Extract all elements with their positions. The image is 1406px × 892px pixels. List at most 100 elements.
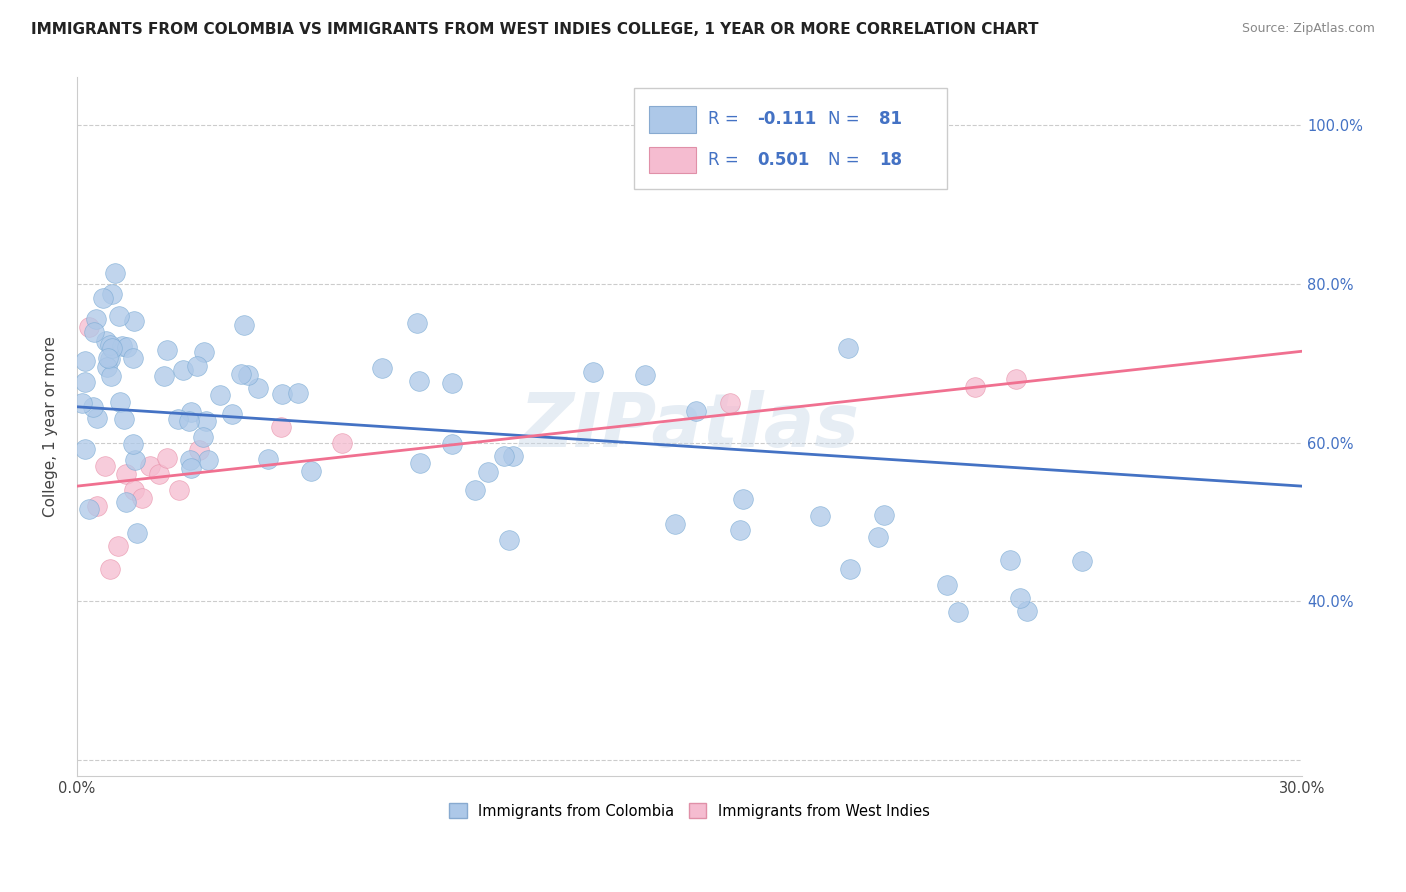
Point <box>477 465 499 479</box>
Point <box>270 419 292 434</box>
Point <box>464 483 486 497</box>
Point <box>837 341 859 355</box>
Point <box>502 449 524 463</box>
Point <box>84 312 107 326</box>
Point <box>98 562 121 576</box>
Point <box>75 354 97 368</box>
Point <box>728 523 751 537</box>
Point <box>180 404 202 418</box>
Point <box>179 452 201 467</box>
Text: 81: 81 <box>879 111 903 128</box>
Point <box>122 437 145 451</box>
Point <box>193 345 215 359</box>
Point <box>75 442 97 456</box>
Point <box>839 561 862 575</box>
Point <box>236 368 259 382</box>
Point <box>73 375 96 389</box>
Point <box>166 412 188 426</box>
Legend: Immigrants from Colombia, Immigrants from West Indies: Immigrants from Colombia, Immigrants fro… <box>443 797 936 824</box>
Point <box>77 501 100 516</box>
Point <box>131 491 153 505</box>
Point <box>91 291 114 305</box>
Point <box>731 492 754 507</box>
Point <box>156 451 179 466</box>
Point <box>148 467 170 482</box>
Point <box>664 516 686 531</box>
Point <box>256 452 278 467</box>
Point <box>115 340 138 354</box>
Point <box>965 380 987 394</box>
Point <box>86 499 108 513</box>
Point <box>94 459 117 474</box>
Point <box>197 453 219 467</box>
Point <box>122 351 145 365</box>
Point <box>100 287 122 301</box>
Point <box>494 449 516 463</box>
Point <box>180 461 202 475</box>
Text: Source: ZipAtlas.com: Source: ZipAtlas.com <box>1241 22 1375 36</box>
Text: ZIPatlas: ZIPatlas <box>519 390 859 463</box>
Point <box>114 495 136 509</box>
Point <box>808 508 831 523</box>
Point <box>1071 554 1094 568</box>
Point <box>83 326 105 340</box>
Point <box>408 374 430 388</box>
Point <box>866 530 889 544</box>
Text: IMMIGRANTS FROM COLOMBIA VS IMMIGRANTS FROM WEST INDIES COLLEGE, 1 YEAR OR MORE : IMMIGRANTS FROM COLOMBIA VS IMMIGRANTS F… <box>31 22 1039 37</box>
Point <box>233 318 256 333</box>
Text: R =: R = <box>707 111 744 128</box>
Point <box>371 361 394 376</box>
Text: 0.501: 0.501 <box>756 151 810 169</box>
Point <box>101 341 124 355</box>
Text: N =: N = <box>828 151 865 169</box>
Point <box>156 343 179 357</box>
Point <box>124 453 146 467</box>
Point <box>125 526 148 541</box>
Point <box>441 376 464 390</box>
Point <box>195 413 218 427</box>
Point <box>935 577 957 591</box>
Point <box>108 394 131 409</box>
Point <box>98 338 121 352</box>
Text: R =: R = <box>707 151 744 169</box>
Point <box>287 386 309 401</box>
Point <box>186 359 208 373</box>
Point <box>98 352 121 367</box>
Point <box>634 368 657 383</box>
Point <box>330 435 353 450</box>
Point <box>112 411 135 425</box>
Point <box>94 334 117 348</box>
FancyBboxPatch shape <box>634 88 946 189</box>
Point <box>97 351 120 365</box>
Point <box>72 396 94 410</box>
Point <box>440 437 463 451</box>
Point <box>167 483 190 497</box>
Point <box>96 360 118 375</box>
Point <box>246 381 269 395</box>
Point <box>177 414 200 428</box>
Point <box>107 539 129 553</box>
Y-axis label: College, 1 year or more: College, 1 year or more <box>44 336 58 517</box>
Point <box>208 388 231 402</box>
Point <box>1005 372 1028 386</box>
Point <box>108 310 131 324</box>
Point <box>139 459 162 474</box>
Point <box>498 533 520 547</box>
Point <box>1008 591 1031 606</box>
Point <box>104 267 127 281</box>
Point <box>111 339 134 353</box>
Point <box>115 467 138 482</box>
Point <box>1015 604 1038 618</box>
Text: 18: 18 <box>879 151 903 169</box>
Point <box>122 314 145 328</box>
Point <box>221 407 243 421</box>
Point <box>100 368 122 383</box>
Point <box>873 508 896 523</box>
Point <box>188 443 211 458</box>
Point <box>122 483 145 497</box>
Text: -0.111: -0.111 <box>756 111 815 128</box>
Point <box>270 386 292 401</box>
Point <box>86 411 108 425</box>
Point <box>685 404 707 418</box>
Point <box>1000 553 1022 567</box>
